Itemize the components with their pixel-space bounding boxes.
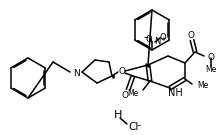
Text: O: O [146,36,152,45]
Text: O: O [121,92,128,100]
Text: Cl: Cl [128,122,138,132]
Text: Me: Me [127,89,138,97]
Text: H: H [114,110,122,120]
Text: +: + [160,36,166,42]
Text: N: N [73,68,80,77]
Text: N: N [154,36,160,45]
Text: O: O [119,68,125,77]
Text: O: O [208,53,215,62]
Text: –: – [144,32,148,42]
Text: O: O [187,31,194,40]
Text: Me: Me [197,80,208,90]
Text: –: – [137,122,141,131]
Text: NH: NH [168,88,182,98]
Text: O: O [160,33,166,41]
Text: Me: Me [205,65,217,75]
